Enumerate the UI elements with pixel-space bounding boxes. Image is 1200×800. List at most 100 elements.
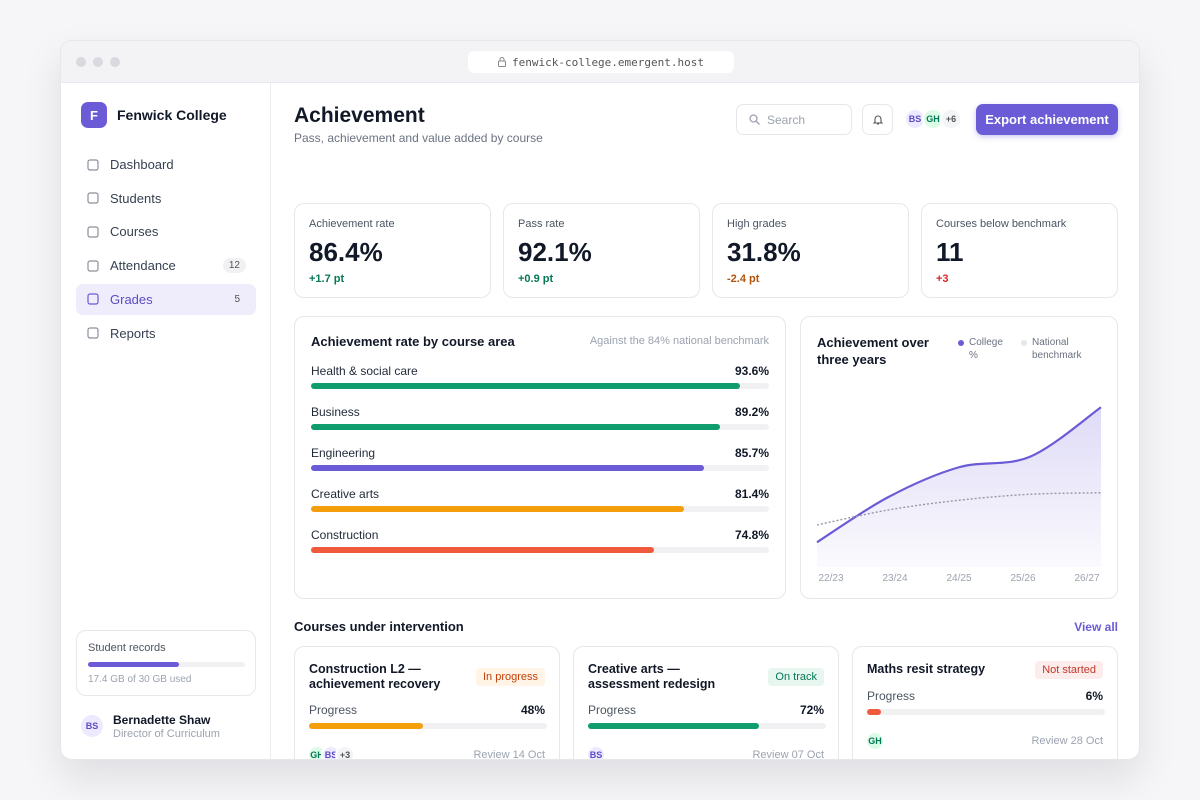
nav-item[interactable]: Reports: [76, 318, 256, 349]
intervention-title: Maths resit strategy: [867, 662, 986, 676]
course-area-value: 89.2%: [734, 405, 769, 419]
progress-bar: [588, 723, 760, 729]
intervention-card: Maths resit strategy Not started Progress 6…: [852, 646, 1118, 759]
page-subtitle: Pass, achievement and value added by cou…: [294, 131, 543, 145]
trend-plot: 22/23 23/24 24/25 25/26 26/27: [816, 406, 1102, 584]
course-area-value: 85.7%: [734, 446, 769, 460]
kpi-card: Pass rate 92.1% +0.9 pt: [503, 203, 700, 298]
storage-label: 17.4 GB of 30 GB used: [88, 674, 192, 685]
user-avatar: BS: [79, 713, 105, 739]
college-area: [817, 407, 1101, 567]
intervention-card: Construction L2 — achievement recovery In…: [294, 646, 560, 759]
nav-icon: [87, 226, 99, 238]
kpi-value: 92.1%: [518, 237, 592, 267]
avatar-more: +6: [940, 108, 962, 130]
progress-value: 72%: [799, 703, 824, 717]
nav-label: Courses: [110, 224, 159, 240]
legend-swatch: [1021, 340, 1027, 346]
progress-track: [588, 723, 826, 729]
nav-icon: [87, 259, 99, 272]
bar: [311, 383, 740, 389]
bar-track: [311, 547, 769, 553]
x-tick-label: 23/24: [882, 573, 907, 584]
nav-icon-shape: [87, 327, 99, 339]
legend-label: College %: [969, 337, 1003, 361]
bar: [311, 547, 654, 553]
nav-badge: 5: [234, 293, 240, 305]
bell-shape: [872, 115, 883, 125]
review-date: Review 07 Oct: [752, 749, 824, 760]
logo: F: [81, 102, 107, 128]
view-all-link[interactable]: View all: [1074, 620, 1118, 634]
search-placeholder: Search: [767, 112, 806, 127]
nav-item[interactable]: Grades 5: [76, 283, 256, 315]
storage-track: [88, 662, 245, 667]
url-bar[interactable]: fenwick-college.emergent.host: [468, 51, 734, 73]
bar-track: [311, 506, 769, 512]
status-pill: Not started: [1035, 661, 1103, 679]
storage-fill: [88, 662, 180, 667]
progress-bar: [309, 723, 424, 729]
nav-item[interactable]: Dashboard: [76, 149, 256, 180]
nav-icon: [87, 158, 99, 171]
nav-icon: [87, 293, 99, 305]
nav-label: Attendance: [110, 258, 176, 274]
course-area-card: Achievement rate by course area Against t…: [294, 316, 786, 599]
search-box[interactable]: Search: [736, 104, 852, 135]
storage-title: Student records: [88, 642, 166, 654]
main-content: Achievement Pass, achievement and value a…: [271, 83, 1139, 760]
notification-button[interactable]: [862, 104, 893, 135]
course-area-name: Engineering: [311, 446, 376, 460]
status-pill: On track: [768, 668, 824, 686]
benchmark-line: [816, 492, 1102, 526]
x-tick-label: 25/26: [1010, 573, 1035, 584]
nav-icon-shape: [87, 293, 99, 305]
nav-item[interactable]: Courses: [76, 216, 256, 247]
kpi-label: Achievement rate: [309, 218, 395, 230]
progress-track: [309, 723, 547, 729]
bar: [311, 424, 720, 430]
org-name: Fenwick College: [117, 107, 227, 123]
kpi-card: Achievement rate 86.4% +1.7 pt: [294, 203, 491, 298]
review-date: Review 28 Oct: [1031, 735, 1103, 747]
status-pill: In progress: [475, 668, 545, 686]
bar-track: [311, 383, 769, 389]
nav-item[interactable]: Attendance 12: [76, 250, 256, 281]
storage-card: Student records 17.4 GB of 30 GB used: [76, 630, 256, 696]
url-text: fenwick-college.emergent.host: [511, 55, 705, 69]
x-tick-label: 26/27: [1074, 573, 1099, 584]
user-name: Bernadette Shaw: [113, 713, 211, 727]
nav-label: Grades: [110, 291, 153, 307]
x-tick-label: 24/25: [946, 573, 971, 584]
trend-title: Achievement over three years: [817, 335, 929, 367]
browser-window: fenwick-college.emergent.host F Fenwick C…: [60, 40, 1140, 760]
kpi-delta: -2.4 pt: [727, 273, 760, 285]
page-title: Achievement: [294, 104, 425, 127]
progress-track: [867, 709, 1105, 715]
progress-value: 48%: [520, 703, 545, 717]
nav-icon: [87, 192, 99, 204]
lock-icon: [497, 57, 506, 67]
export-button[interactable]: Export achievement: [976, 104, 1118, 135]
intervention-card: Creative arts — assessment redesign On tr…: [573, 646, 839, 760]
kpi-label: Pass rate: [518, 218, 565, 230]
kpi-value: 86.4%: [309, 237, 383, 267]
nav-icon-shape: [87, 259, 99, 272]
title-bar: fenwick-college.emergent.host: [61, 41, 1139, 83]
kpi-value: 31.8%: [727, 237, 801, 267]
window-dot: [110, 57, 120, 67]
search-icon-lens: [749, 114, 758, 123]
progress-label: Progress: [309, 703, 358, 717]
nav-item[interactable]: Students: [76, 183, 256, 214]
legend-label: National benchmark: [1032, 337, 1082, 361]
nav-icon-shape: [87, 192, 99, 204]
legend-item: College %: [958, 336, 1013, 362]
course-area-value: 93.6%: [734, 364, 769, 378]
avatar: GH: [865, 731, 885, 751]
kpi-label: High grades: [727, 218, 787, 230]
assignees: BS: [586, 745, 606, 759]
nav-icon-shape: [87, 226, 99, 238]
course-area-value: 74.8%: [734, 528, 769, 542]
course-area-name: Business: [311, 405, 360, 419]
kpi-card: High grades 31.8% -2.4 pt: [712, 203, 909, 298]
